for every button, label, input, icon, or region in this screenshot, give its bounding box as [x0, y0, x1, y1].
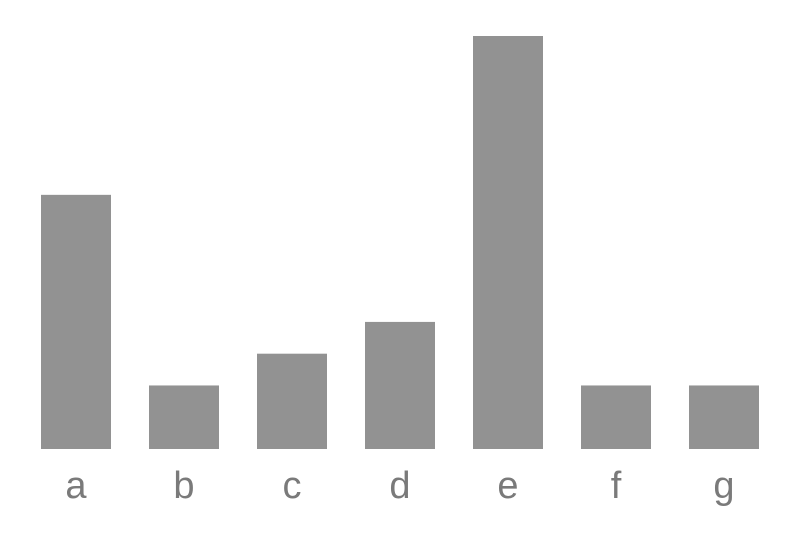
- x-tick-labels: a b c d e f g: [65, 465, 734, 507]
- x-tick-label-f: f: [611, 465, 622, 507]
- x-tick-label-e: e: [497, 465, 518, 507]
- bar-e: [473, 36, 543, 449]
- x-tick-label-c: c: [283, 465, 302, 507]
- bar-c: [257, 353, 327, 449]
- x-tick-label-a: a: [65, 465, 87, 507]
- bar-a: [41, 194, 111, 449]
- x-tick-label-b: b: [173, 465, 194, 507]
- x-tick-label-g: g: [713, 465, 734, 507]
- x-tick-label-d: d: [389, 465, 410, 507]
- bar-f: [581, 385, 651, 449]
- bar-g: [689, 385, 759, 449]
- bars-layer: [41, 36, 759, 449]
- bar-b: [149, 385, 219, 449]
- bar-d: [365, 321, 435, 449]
